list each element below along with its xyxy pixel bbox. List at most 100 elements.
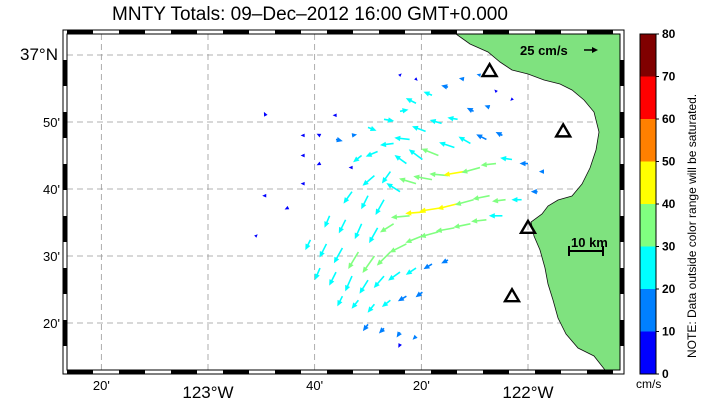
current-vector bbox=[329, 271, 337, 286]
lon-tick-label: 122°W bbox=[502, 383, 553, 402]
frame-segment bbox=[535, 30, 561, 34]
current-vector bbox=[413, 174, 433, 181]
vector-head bbox=[441, 84, 448, 90]
lat-tick-label: 50' bbox=[43, 115, 60, 130]
current-vector bbox=[476, 73, 482, 78]
current-vector bbox=[319, 243, 328, 258]
vector-head bbox=[353, 156, 360, 163]
vector-head bbox=[375, 208, 381, 216]
current-vector bbox=[396, 331, 402, 338]
frame-segment bbox=[67, 30, 93, 34]
current-vector bbox=[367, 303, 376, 313]
vector-head bbox=[437, 204, 444, 211]
lat-tick-label: 30' bbox=[43, 249, 60, 264]
current-vector bbox=[378, 327, 386, 334]
current-vector bbox=[333, 247, 344, 264]
frame-segment bbox=[587, 30, 613, 34]
frame-segment bbox=[483, 30, 509, 34]
vector-head bbox=[472, 195, 480, 201]
vector-head bbox=[343, 197, 350, 204]
lon-tick-label: 123°W bbox=[182, 383, 233, 402]
vector-head bbox=[362, 324, 369, 332]
current-vector bbox=[394, 155, 407, 165]
map-frame bbox=[62, 29, 625, 375]
vector-shaft bbox=[458, 198, 474, 205]
current-vector bbox=[365, 150, 378, 157]
vector-head bbox=[305, 243, 311, 251]
colorbar-tick-label: 40 bbox=[662, 197, 676, 211]
vector-head bbox=[488, 213, 495, 219]
vector-head bbox=[337, 299, 343, 307]
vector-head bbox=[405, 210, 412, 216]
vector-head bbox=[378, 327, 386, 334]
current-vector bbox=[354, 223, 363, 240]
vector-head bbox=[359, 287, 365, 294]
vector-head bbox=[480, 161, 487, 168]
vector-head bbox=[398, 343, 402, 348]
frame-segment bbox=[223, 30, 249, 34]
current-vector bbox=[454, 198, 474, 206]
current-vector bbox=[484, 104, 491, 110]
vector-head bbox=[394, 135, 401, 142]
current-vector bbox=[300, 153, 305, 158]
frame-segment bbox=[171, 370, 197, 374]
vector-head bbox=[454, 200, 462, 206]
current-vector bbox=[332, 113, 337, 118]
current-vector bbox=[530, 188, 538, 195]
colorbar-segment bbox=[640, 119, 656, 162]
current-vector bbox=[458, 136, 471, 145]
current-vector bbox=[414, 77, 418, 81]
colorbar-tick-label: 0 bbox=[662, 367, 669, 381]
frame-segment bbox=[379, 370, 405, 374]
current-vector bbox=[353, 154, 363, 163]
current-vector bbox=[415, 291, 423, 298]
current-vector bbox=[337, 295, 344, 307]
colorbar-tick-label: 30 bbox=[662, 240, 676, 254]
vector-head bbox=[453, 223, 460, 229]
reference-vector: 25 cm/s bbox=[520, 43, 598, 58]
vector-shaft bbox=[394, 215, 410, 218]
vector-head bbox=[284, 205, 290, 210]
current-vector bbox=[461, 166, 481, 174]
vector-head bbox=[380, 141, 387, 148]
lon-tick-label: 40' bbox=[306, 378, 323, 393]
vector-head bbox=[419, 207, 426, 213]
current-vector bbox=[398, 73, 402, 77]
reference-vector-label: 25 cm/s bbox=[520, 43, 568, 58]
scale-bar: 10 km bbox=[568, 235, 608, 256]
current-vector bbox=[441, 84, 449, 90]
current-vector bbox=[439, 141, 455, 149]
vector-head bbox=[443, 171, 450, 177]
vector-head bbox=[405, 237, 412, 243]
current-vector bbox=[373, 275, 385, 288]
current-vector bbox=[412, 125, 426, 133]
frame-segment bbox=[119, 370, 145, 374]
frame-segment bbox=[63, 164, 67, 190]
current-vector bbox=[284, 205, 290, 210]
frame-segment bbox=[63, 112, 67, 138]
vector-head bbox=[519, 160, 526, 167]
vector-head bbox=[510, 97, 514, 101]
vector-head bbox=[458, 76, 465, 82]
vector-head bbox=[345, 284, 351, 292]
current-vector bbox=[476, 134, 487, 141]
current-vector bbox=[480, 161, 497, 168]
vector-head bbox=[394, 155, 401, 161]
frame-segment bbox=[63, 60, 67, 86]
vector-shaft bbox=[392, 243, 407, 252]
vector-shaft bbox=[349, 251, 360, 267]
vector-head bbox=[439, 141, 446, 147]
vector-head bbox=[262, 193, 267, 198]
vector-head bbox=[380, 226, 387, 233]
current-vector bbox=[348, 165, 353, 170]
vector-head bbox=[351, 302, 358, 309]
vector-shaft bbox=[464, 166, 481, 173]
current-vector bbox=[254, 234, 258, 238]
current-vector bbox=[381, 299, 391, 308]
frame-segment bbox=[620, 268, 624, 294]
lat-tick-label: 37°N bbox=[20, 45, 58, 64]
current-vector bbox=[458, 76, 465, 82]
vector-head bbox=[362, 179, 369, 186]
current-vector bbox=[495, 132, 503, 138]
vector-head bbox=[398, 73, 402, 77]
